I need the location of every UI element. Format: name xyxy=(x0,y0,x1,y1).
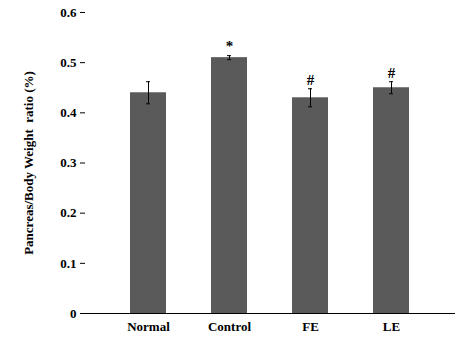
svg-text:Normal: Normal xyxy=(127,319,170,334)
svg-text:LE: LE xyxy=(383,319,400,334)
svg-text:#: # xyxy=(307,72,315,88)
svg-text:Pancreas/Body Weight ratio (%: Pancreas/Body Weight ratio (%) xyxy=(21,71,36,255)
svg-text:0.5: 0.5 xyxy=(60,55,77,70)
svg-text:#: # xyxy=(388,65,396,81)
svg-text:0.6: 0.6 xyxy=(60,5,77,20)
svg-text:0: 0 xyxy=(70,306,77,321)
svg-text:*: * xyxy=(226,38,234,54)
svg-text:0.3: 0.3 xyxy=(60,155,77,170)
svg-text:0.4: 0.4 xyxy=(60,105,77,120)
svg-text:Control: Control xyxy=(208,319,251,334)
svg-text:0.1: 0.1 xyxy=(60,255,76,270)
svg-text:0.2: 0.2 xyxy=(60,205,76,220)
svg-text:FE: FE xyxy=(302,319,319,334)
